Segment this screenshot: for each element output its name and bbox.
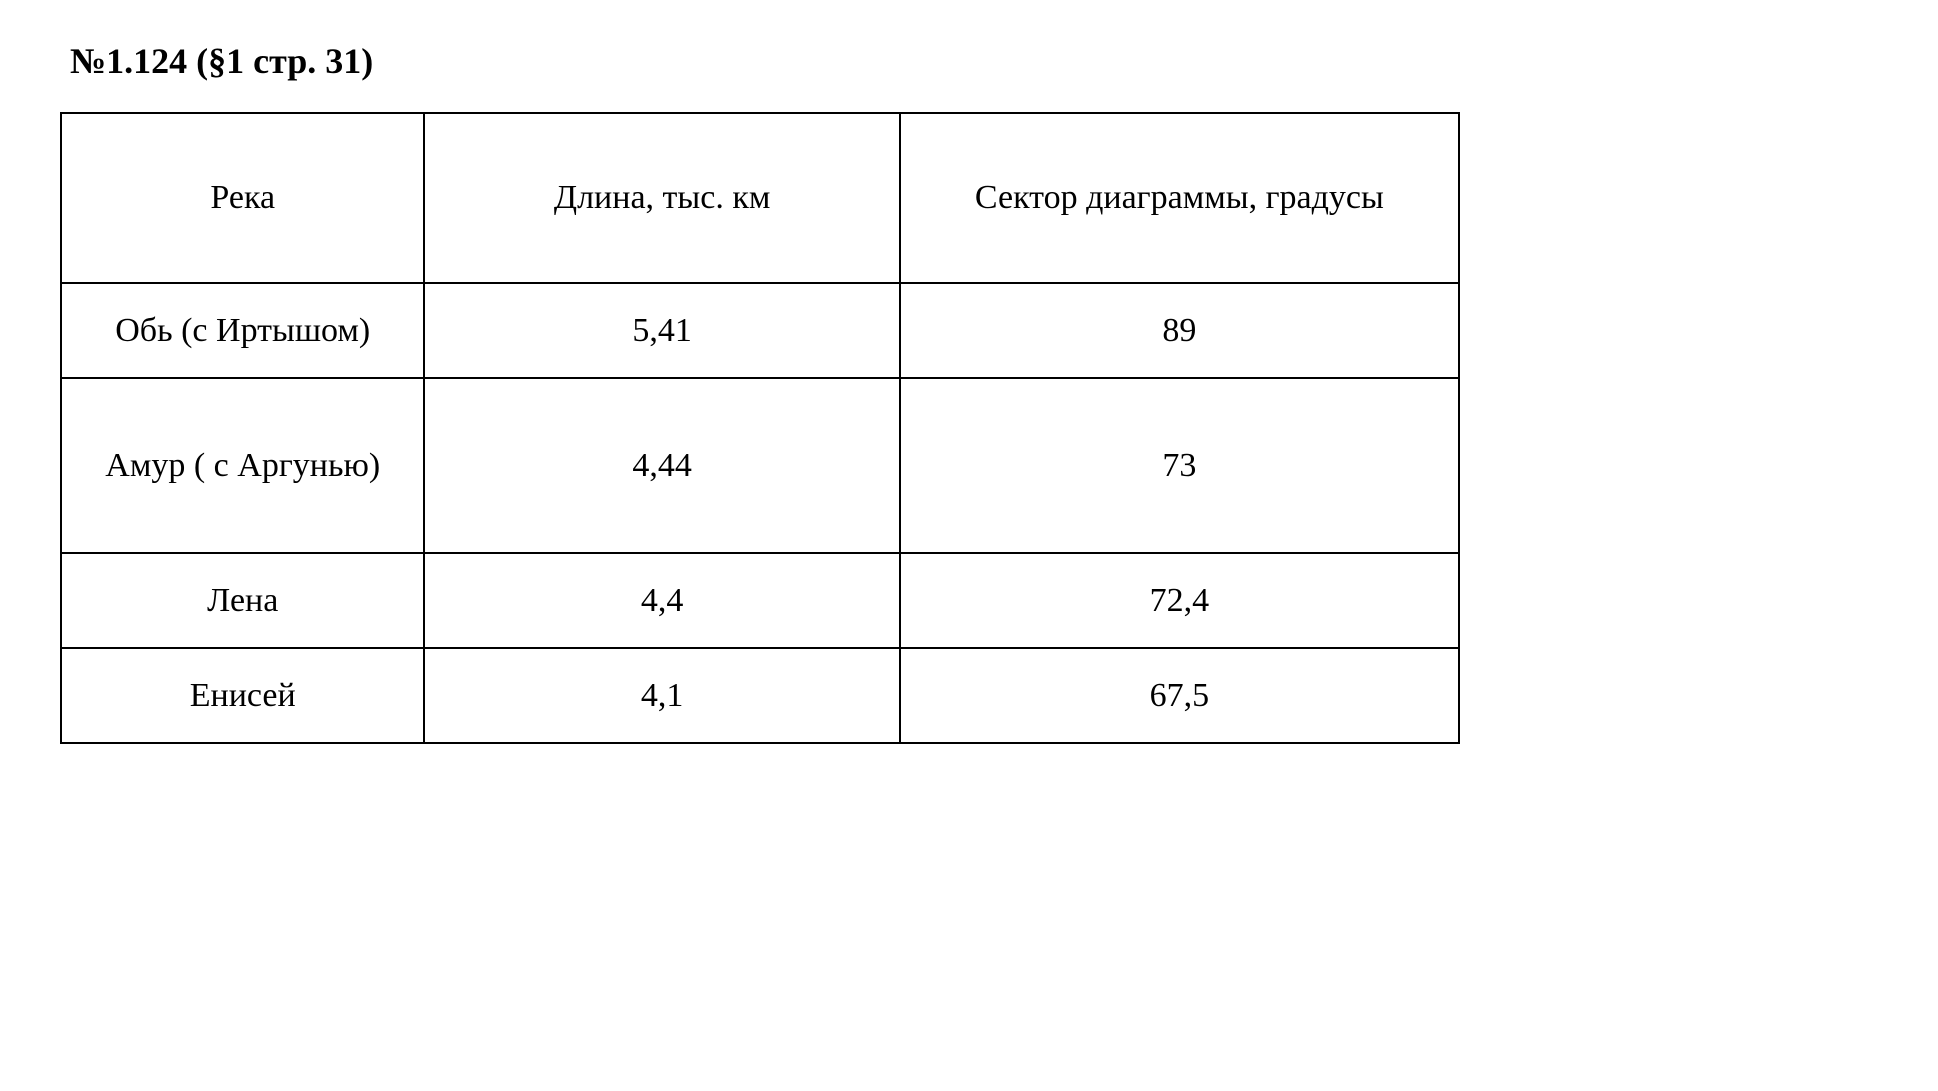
cell-sector: 73	[900, 378, 1459, 553]
cell-river: Обь (с Иртышом)	[61, 283, 424, 378]
cell-length: 4,1	[424, 648, 899, 743]
cell-river: Амур ( с Аргунью)	[61, 378, 424, 553]
table-header-row: Река Длина, тыс. км Сектор диаграммы, гр…	[61, 113, 1459, 283]
cell-length: 4,4	[424, 553, 899, 648]
table-row: Обь (с Иртышом) 5,41 89	[61, 283, 1459, 378]
table-row: Амур ( с Аргунью) 4,44 73	[61, 378, 1459, 553]
col-header-sector: Сектор диаграммы, градусы	[900, 113, 1459, 283]
cell-river: Енисей	[61, 648, 424, 743]
cell-river: Лена	[61, 553, 424, 648]
cell-length: 5,41	[424, 283, 899, 378]
rivers-table: Река Длина, тыс. км Сектор диаграммы, гр…	[60, 112, 1460, 744]
col-header-river: Река	[61, 113, 424, 283]
cell-length: 4,44	[424, 378, 899, 553]
cell-sector: 72,4	[900, 553, 1459, 648]
table-row: Лена 4,4 72,4	[61, 553, 1459, 648]
cell-sector: 89	[900, 283, 1459, 378]
page-title: №1.124 (§1 стр. 31)	[70, 40, 1878, 82]
cell-sector: 67,5	[900, 648, 1459, 743]
col-header-length: Длина, тыс. км	[424, 113, 899, 283]
table-row: Енисей 4,1 67,5	[61, 648, 1459, 743]
